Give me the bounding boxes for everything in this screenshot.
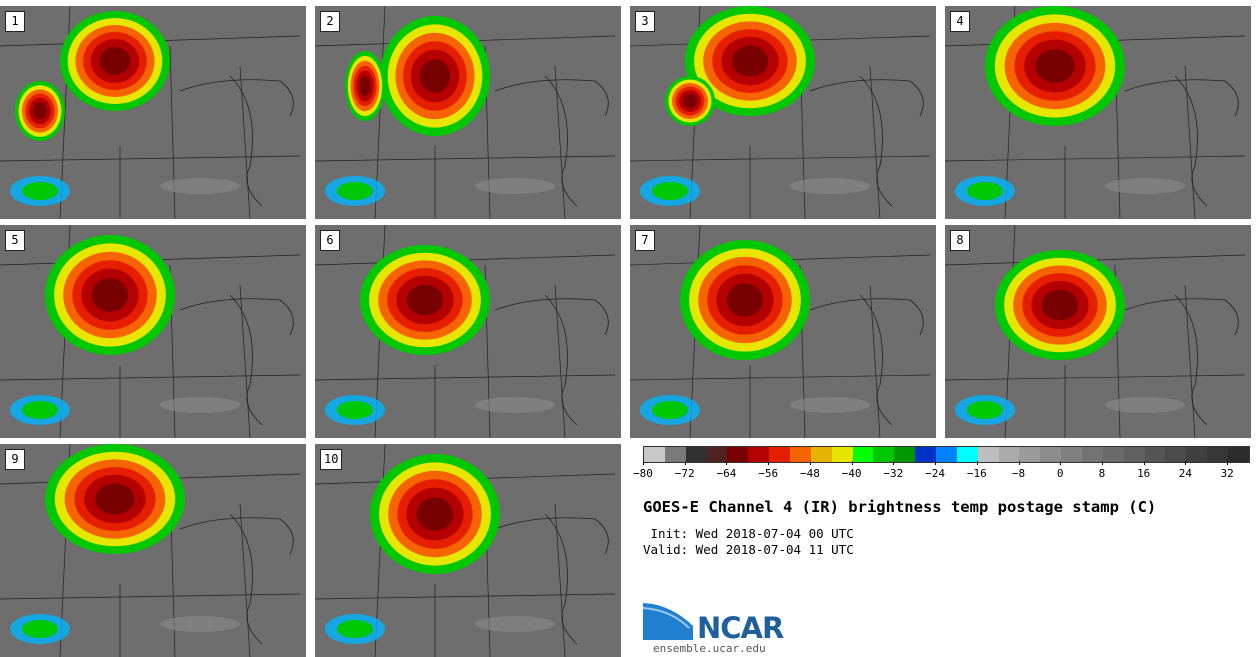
figure-title: GOES-E Channel 4 (IR) brightness temp po… (643, 498, 1157, 516)
ir-map-icon (0, 444, 306, 657)
colorbar-tick (1143, 461, 1145, 465)
colorbar-tick-label: −72 (674, 467, 695, 480)
colorbar-segment (1207, 447, 1229, 462)
colorbar-tick-label: −16 (966, 467, 987, 480)
colorbar-tick (935, 461, 937, 465)
panel-number: 6 (320, 230, 340, 251)
colorbar-segment (998, 447, 1020, 462)
colorbar-tick-label: 32 (1220, 467, 1234, 480)
colorbar-segment (748, 447, 770, 462)
colorbar-segment (1186, 447, 1208, 462)
colorbar-tick-label: 16 (1137, 467, 1151, 480)
ir-map-icon (0, 6, 306, 219)
ensemble-member-panel: 8 (945, 225, 1251, 438)
colorbar-tick-label: −80 (633, 467, 653, 480)
colorbar-tick (643, 461, 644, 465)
colorbar-tick (1060, 461, 1062, 465)
colorbar-tick-label: −64 (716, 467, 737, 480)
ensemble-member-panel: 10 (315, 444, 621, 657)
ensemble-member-panel: 4 (945, 6, 1251, 219)
panel-number: 10 (320, 449, 343, 470)
colorbar-tick-label: −40 (841, 467, 862, 480)
colorbar-segment (831, 447, 853, 462)
ensemble-member-panel: 3 (630, 6, 936, 219)
ir-map-icon (315, 6, 621, 219)
colorbar-segment (977, 447, 999, 462)
colorbar-segment (1082, 447, 1103, 462)
colorbar-segment (727, 447, 749, 462)
colorbar-segment (1061, 447, 1083, 462)
colorbar-tick (809, 461, 811, 465)
colorbar-segment (1228, 447, 1249, 462)
colorbar-segment (873, 447, 895, 462)
colorbar-segment (1019, 447, 1041, 462)
colorbar-tick-label: −24 (925, 467, 945, 480)
ensemble-member-panel: 9 (0, 444, 306, 657)
ir-map-icon (630, 6, 936, 219)
valid-time: Valid: Wed 2018-07-04 11 UTC (643, 542, 854, 557)
logo-text: NCAR (697, 611, 784, 645)
colorbar-segment (644, 447, 665, 462)
colorbar-segment (956, 447, 978, 462)
panel-number: 8 (950, 230, 970, 251)
init-time: Init: Wed 2018-07-04 00 UTC (643, 526, 854, 541)
colorbar-tick (726, 461, 728, 465)
ir-map-icon (630, 225, 936, 438)
colorbar-tick-label: −8 (1011, 467, 1026, 480)
colorbar-tick (976, 461, 978, 465)
colorbar-segment (790, 447, 811, 462)
colorbar-tick-label: −32 (883, 467, 904, 480)
colorbar-tick-label: −48 (799, 467, 820, 480)
colorbar-segment (1123, 447, 1145, 462)
panel-number: 5 (5, 230, 25, 251)
colorbar-tick (1018, 461, 1020, 465)
ensemble-member-panel: 5 (0, 225, 306, 438)
panel-number: 7 (635, 230, 655, 251)
ensemble-member-panel: 1 (0, 6, 306, 219)
colorbar-tick (1227, 461, 1229, 465)
ir-map-icon (945, 6, 1251, 219)
colorbar-segment (1102, 447, 1124, 462)
colorbar-segment (769, 447, 791, 462)
colorbar-segment (810, 447, 832, 462)
colorbar-segment (664, 447, 686, 462)
ir-map-icon (315, 444, 621, 657)
ir-map-icon (0, 225, 306, 438)
ensemble-member-panel: 7 (630, 225, 936, 438)
ir-map-icon (315, 225, 621, 438)
colorbar-tick (1101, 461, 1103, 465)
colorbar-tick-label: 0 (1056, 467, 1064, 480)
colorbar-tick (893, 461, 895, 465)
colorbar-tick (1185, 461, 1187, 465)
colorbar-tick-label: −56 (758, 467, 779, 480)
colorbar-segment (894, 447, 916, 462)
colorbar-tick (851, 461, 853, 465)
colorbar-segment (915, 447, 937, 462)
colorbar-tick-label: 8 (1098, 467, 1106, 480)
panel-number: 2 (320, 11, 340, 32)
panel-number: 4 (950, 11, 970, 32)
colorbar-segment (1144, 447, 1166, 462)
ensemble-member-panel: 2 (315, 6, 621, 219)
colorbar-tick-label: 24 (1178, 467, 1193, 480)
colorbar-segment (1040, 447, 1062, 462)
ensemble-member-panel: 6 (315, 225, 621, 438)
colorbar-tick (684, 461, 686, 465)
panel-number: 9 (5, 449, 25, 470)
panel-number: 1 (5, 11, 25, 32)
colorbar-tick (768, 461, 770, 465)
ir-map-icon (945, 225, 1251, 438)
panel-number: 3 (635, 11, 655, 32)
colorbar-segment (936, 447, 957, 462)
temperature-colorbar (643, 446, 1250, 463)
colorbar-segment (852, 447, 874, 462)
site-url: ensemble.ucar.edu (653, 642, 766, 655)
colorbar-segment (685, 447, 707, 462)
ncar-logo-icon (643, 601, 696, 640)
colorbar-segment (1165, 447, 1187, 462)
colorbar-segment (706, 447, 728, 462)
